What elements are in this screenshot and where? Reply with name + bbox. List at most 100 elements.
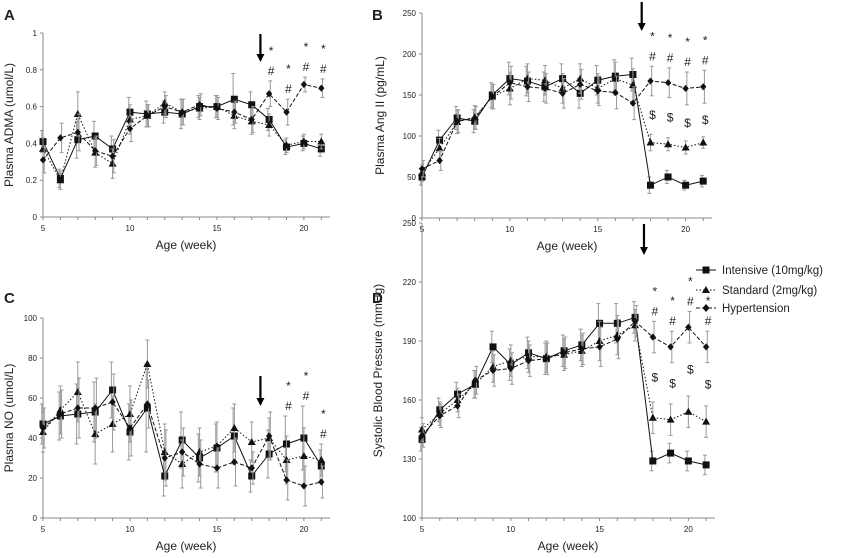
panel-d-y-tick-label: 220 [403, 278, 417, 287]
panel-c-x-tick-label: 15 [212, 525, 221, 534]
panel-b-x-axis-label: Age (week) [537, 239, 598, 253]
panel-c-data-point [56, 406, 65, 413]
panel-a-data-point [248, 115, 255, 124]
panel-b-data-point [418, 165, 426, 173]
panel-b-x-tick-label: 10 [505, 225, 514, 234]
panel-d-significance-marker: * [653, 284, 658, 298]
panel-b-significance-marker: # [649, 49, 656, 63]
arrow-head [256, 54, 265, 62]
panel-a-data-point [230, 95, 238, 103]
panel-c-data-point [160, 448, 169, 455]
panel-b-data-point [682, 181, 690, 189]
panel-c-data-point [231, 458, 238, 466]
panel-c-data-point [126, 424, 134, 432]
legend-item-hypertension: Hypertension [696, 303, 790, 315]
panel-a-x-tick-label: 5 [41, 224, 46, 233]
panel-a-data-point [39, 144, 47, 152]
panel-c-data-point [108, 420, 117, 427]
panel-c-data-point [213, 464, 221, 472]
panel-c-data-point [161, 454, 168, 462]
panel-a-data-point [57, 134, 64, 142]
panel-b-significance-marker: * [685, 35, 690, 49]
panel-b-data-point [664, 79, 672, 87]
panel-d-data-point [685, 323, 692, 331]
panel-b-y-tick-label: 150 [403, 91, 417, 100]
panel-d-significance-marker: # [669, 314, 676, 328]
panel-c-significance-marker: * [286, 379, 291, 393]
panel-c-y-tick-label: 80 [28, 354, 37, 363]
panel-b-significance-marker: * [650, 29, 655, 43]
panel-a-significance-marker: # [268, 64, 275, 78]
panel-b-data-point [646, 138, 655, 146]
panel-b-y-tick-label: 100 [403, 132, 417, 141]
panel-a-significance-marker: * [286, 62, 291, 76]
panel-d-data-point [436, 412, 443, 420]
panel-b-data-point [576, 80, 584, 88]
panel-d-data-point [418, 431, 426, 439]
panel-d-y-tick-label: 100 [403, 514, 417, 523]
panel-a-series-intensive-10mg-kg [39, 72, 325, 189]
panel-c-y-tick-label: 0 [33, 514, 38, 523]
panel-c-data-point [143, 360, 152, 367]
panel-d-letter: D [372, 290, 383, 307]
panel-a-data-point [283, 108, 290, 116]
panel-b-data-point [489, 93, 496, 101]
panel-a-data-point [265, 121, 274, 128]
panel-b-significance-marker: $ [684, 116, 691, 130]
panel-c-y-tick-label: 60 [28, 394, 37, 403]
panel-c-data-point [144, 400, 151, 408]
panel-b-data-point [646, 181, 654, 189]
panel-d-y-axis-label: Systolic Blood Pressure (mmHg) [371, 284, 385, 457]
panel-c-data-point [73, 388, 82, 395]
panel-b-significance-marker: $ [667, 111, 674, 125]
panel-c-y-tick-label: 20 [28, 474, 37, 483]
panel-b-y-axis-label: Plasma Ang II (pg/mL) [373, 56, 387, 175]
panel-c-data-point [283, 476, 290, 484]
panel-d-significance-marker: # [652, 304, 659, 318]
panel-b-arrow-icon [637, 2, 646, 31]
panel-a-x-tick-label: 20 [299, 224, 308, 233]
panel-b-data-point [471, 114, 478, 122]
panel-d-data-point [489, 343, 497, 351]
panel-b-y-tick-label: 50 [407, 173, 416, 182]
panel-b-data-point [594, 87, 601, 95]
panel-a-x-tick-label: 15 [212, 224, 221, 233]
panel-c-significance-marker: * [321, 407, 326, 421]
panel-c-data-point [57, 410, 64, 418]
panel-c-data-point [39, 424, 47, 432]
panel-a-data-point [282, 141, 291, 149]
panel-b-data-point [506, 79, 514, 87]
panel-c-significance-marker: # [285, 399, 292, 413]
panel-b-significance-marker: # [702, 53, 709, 67]
panel-a-data-point [317, 137, 326, 145]
panel-b-data-point [699, 177, 707, 185]
panel-d-data-point [702, 417, 711, 425]
panel-a-data-point [299, 137, 308, 145]
panel-a-data-point [160, 98, 169, 106]
panel-a-data-point [161, 103, 168, 111]
panel-a-data-point [300, 80, 308, 89]
panel-a-data-point [56, 176, 65, 184]
panel-a-data-point [196, 101, 203, 109]
panel-c-data-point [265, 432, 273, 440]
panel-b-y-tick-label: 0 [412, 214, 417, 223]
panel-d-significance-marker: $ [687, 363, 694, 377]
panel-a-data-point [248, 101, 256, 109]
panel-d-data-point [524, 352, 533, 360]
panel-c-data-point [300, 482, 308, 490]
panel-a-significance-marker: * [304, 40, 309, 54]
panel-b-significance-marker: $ [702, 113, 709, 127]
panel-a-data-point [318, 84, 325, 92]
panel-b-data-point [559, 89, 566, 97]
panel-a-data-point [109, 152, 116, 160]
panel-c-data-point [212, 442, 221, 449]
panel-c: C 0 20 40 60 80 100 5 10 15 20 Age (week) Plasma NO … [2, 290, 330, 553]
panel-c-x-tick-label: 5 [41, 525, 46, 534]
arrow-head [256, 398, 265, 406]
panel-a-data-point [91, 147, 99, 155]
panel-d-data-point [489, 362, 498, 370]
panel-d-significance-marker: $ [652, 370, 659, 384]
panel-b-data-point [505, 84, 514, 92]
panel-d-y-tick-label: 160 [403, 396, 417, 405]
panel-a-significance-marker: * [269, 44, 274, 58]
